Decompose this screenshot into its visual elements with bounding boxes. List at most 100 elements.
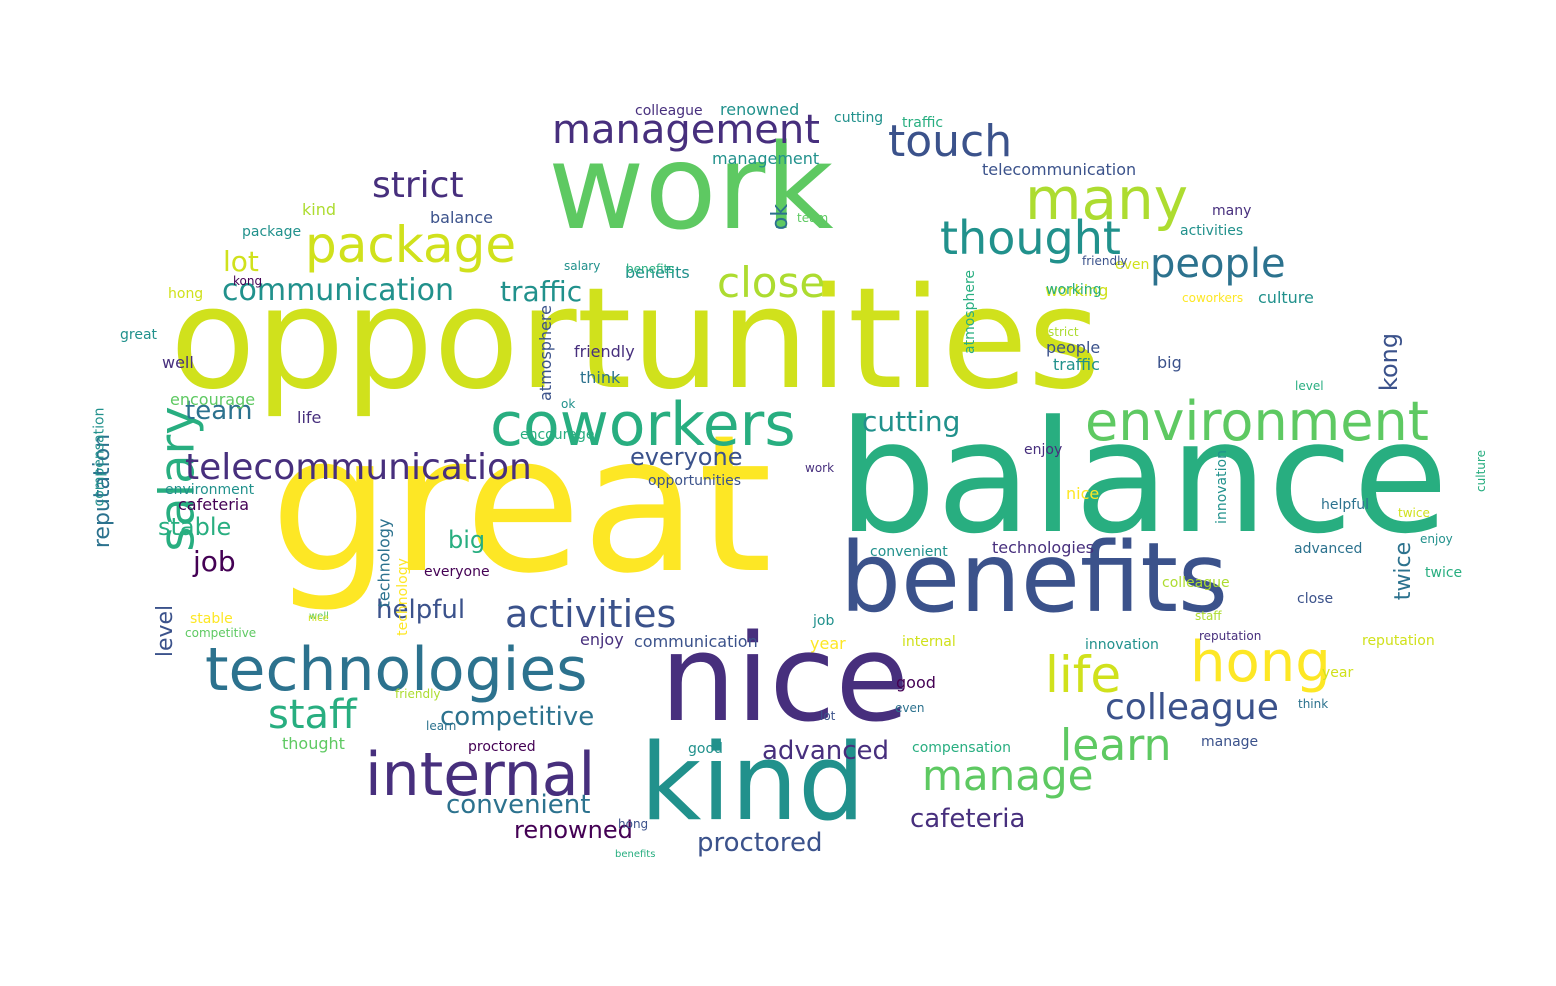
word-well: well <box>162 353 194 372</box>
word-competitive: competitive <box>185 626 257 640</box>
word-level: level <box>153 604 179 658</box>
word-convenient: convenient <box>446 790 591 820</box>
word-technology: technology <box>394 558 411 636</box>
word-convenient: convenient <box>870 544 948 560</box>
word-everyone: everyone <box>630 443 743 471</box>
word-technology: technology <box>374 518 394 608</box>
word-environment: environment <box>1085 390 1429 453</box>
word-activities: activities <box>1180 223 1244 239</box>
word-cutting: cutting <box>862 405 961 438</box>
word-twice: twice <box>1425 565 1463 581</box>
word-traffic: traffic <box>1053 355 1100 374</box>
word-advanced: advanced <box>762 736 890 766</box>
word-balance: balance <box>430 208 493 227</box>
word-culture: culture <box>1473 450 1488 492</box>
word-internal: internal <box>902 634 956 650</box>
word-friendly: friendly <box>395 687 441 701</box>
word-many: many <box>1025 165 1189 233</box>
word-life: life <box>1045 646 1122 704</box>
word-activities: activities <box>505 592 677 636</box>
word-hong: hong <box>618 817 649 831</box>
word-kong: kong <box>233 274 263 288</box>
word-well: well <box>309 611 329 622</box>
word-enjoy: enjoy <box>1024 442 1063 458</box>
word-even: even <box>895 701 925 715</box>
word-kind: kind <box>302 200 337 219</box>
word-ok: ok <box>768 203 794 231</box>
word-job: job <box>813 613 835 629</box>
word-traffic: traffic <box>500 275 583 308</box>
word-manage: manage <box>922 751 1094 800</box>
word-culture: culture <box>1258 288 1314 307</box>
word-twice: twice <box>1391 541 1417 601</box>
word-stable: stable <box>158 513 232 541</box>
word-package: package <box>242 224 302 240</box>
word-renowned: renowned <box>514 816 633 844</box>
word-internal: internal <box>365 740 596 810</box>
word-management: management <box>552 107 820 153</box>
word-close: close <box>717 258 826 307</box>
word-environment: environment <box>165 482 255 498</box>
word-strict: strict <box>372 165 464 206</box>
word-innovation: innovation <box>1213 450 1230 524</box>
word-hong: hong <box>168 286 204 302</box>
word-communication: communication <box>222 273 455 308</box>
word-ok: ok <box>561 397 576 411</box>
word-encourage: encourage <box>170 390 256 409</box>
word-work: work <box>548 118 834 256</box>
word-nice: nice <box>1066 484 1100 503</box>
word-people: people <box>1046 338 1101 357</box>
word-staff: staff <box>1195 609 1222 623</box>
word-coworkers: coworkers <box>490 390 796 460</box>
word-package: package <box>305 216 517 274</box>
word-work: work <box>805 461 835 475</box>
word-life: life <box>297 408 322 427</box>
word-telecommunication: telecommunication <box>185 447 532 488</box>
word-salary: salary <box>564 259 601 273</box>
word-friendly: friendly <box>574 342 635 361</box>
word-year: year <box>810 634 846 653</box>
word-atmosphere: atmosphere <box>536 305 555 401</box>
word-compensation: compensation <box>91 407 108 507</box>
word-benefits: benefits <box>840 522 1229 634</box>
word-think: think <box>1298 697 1329 711</box>
word-cafeteria: cafeteria <box>178 495 250 514</box>
word-team: team <box>797 211 829 225</box>
word-nice: nice <box>660 610 910 749</box>
word-lot: lot <box>820 709 836 723</box>
word-big: big <box>448 526 486 554</box>
word-colleague: colleague <box>635 103 703 119</box>
word-many: many <box>1212 203 1252 219</box>
word-technologies: technologies <box>992 538 1094 557</box>
word-colleague: colleague <box>1105 687 1279 728</box>
word-level: level <box>1295 379 1324 393</box>
word-thought: thought <box>940 211 1121 265</box>
word-reputation: reputation <box>1362 633 1435 649</box>
word-hong: hong <box>1190 630 1331 695</box>
word-even: even <box>1115 257 1150 273</box>
word-opportunities: opportunities <box>648 473 742 489</box>
word-innovation: innovation <box>1085 637 1159 653</box>
word-working: working <box>1046 282 1102 298</box>
word-people: people <box>1150 241 1286 287</box>
word-good: good <box>688 741 723 757</box>
word-big: big <box>1157 353 1182 372</box>
word-thought: thought <box>282 734 345 753</box>
word-enjoy: enjoy <box>1420 532 1453 546</box>
word-traffic: traffic <box>902 115 944 131</box>
word-coworkers: coworkers <box>1182 291 1244 305</box>
word-helpful: helpful <box>376 595 466 625</box>
word-good: good <box>896 673 936 692</box>
word-kind: kind <box>640 721 866 844</box>
word-benefits: benefits <box>625 263 690 282</box>
word-great: great <box>120 327 158 343</box>
word-technologies: technologies <box>205 635 588 705</box>
word-great: great <box>270 394 773 615</box>
word-close: close <box>1297 591 1334 607</box>
word-learn: learn <box>426 719 457 733</box>
word-telecommunication: telecommunication <box>982 160 1137 179</box>
word-opportunities: opportunities <box>170 258 1101 421</box>
word-balance: balance <box>838 387 1449 568</box>
word-advanced: advanced <box>1294 541 1363 557</box>
